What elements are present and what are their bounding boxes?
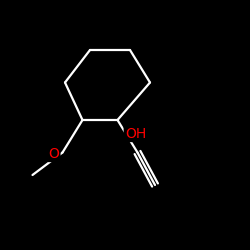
Text: O: O [48,147,59,161]
Text: OH: OH [125,127,146,141]
